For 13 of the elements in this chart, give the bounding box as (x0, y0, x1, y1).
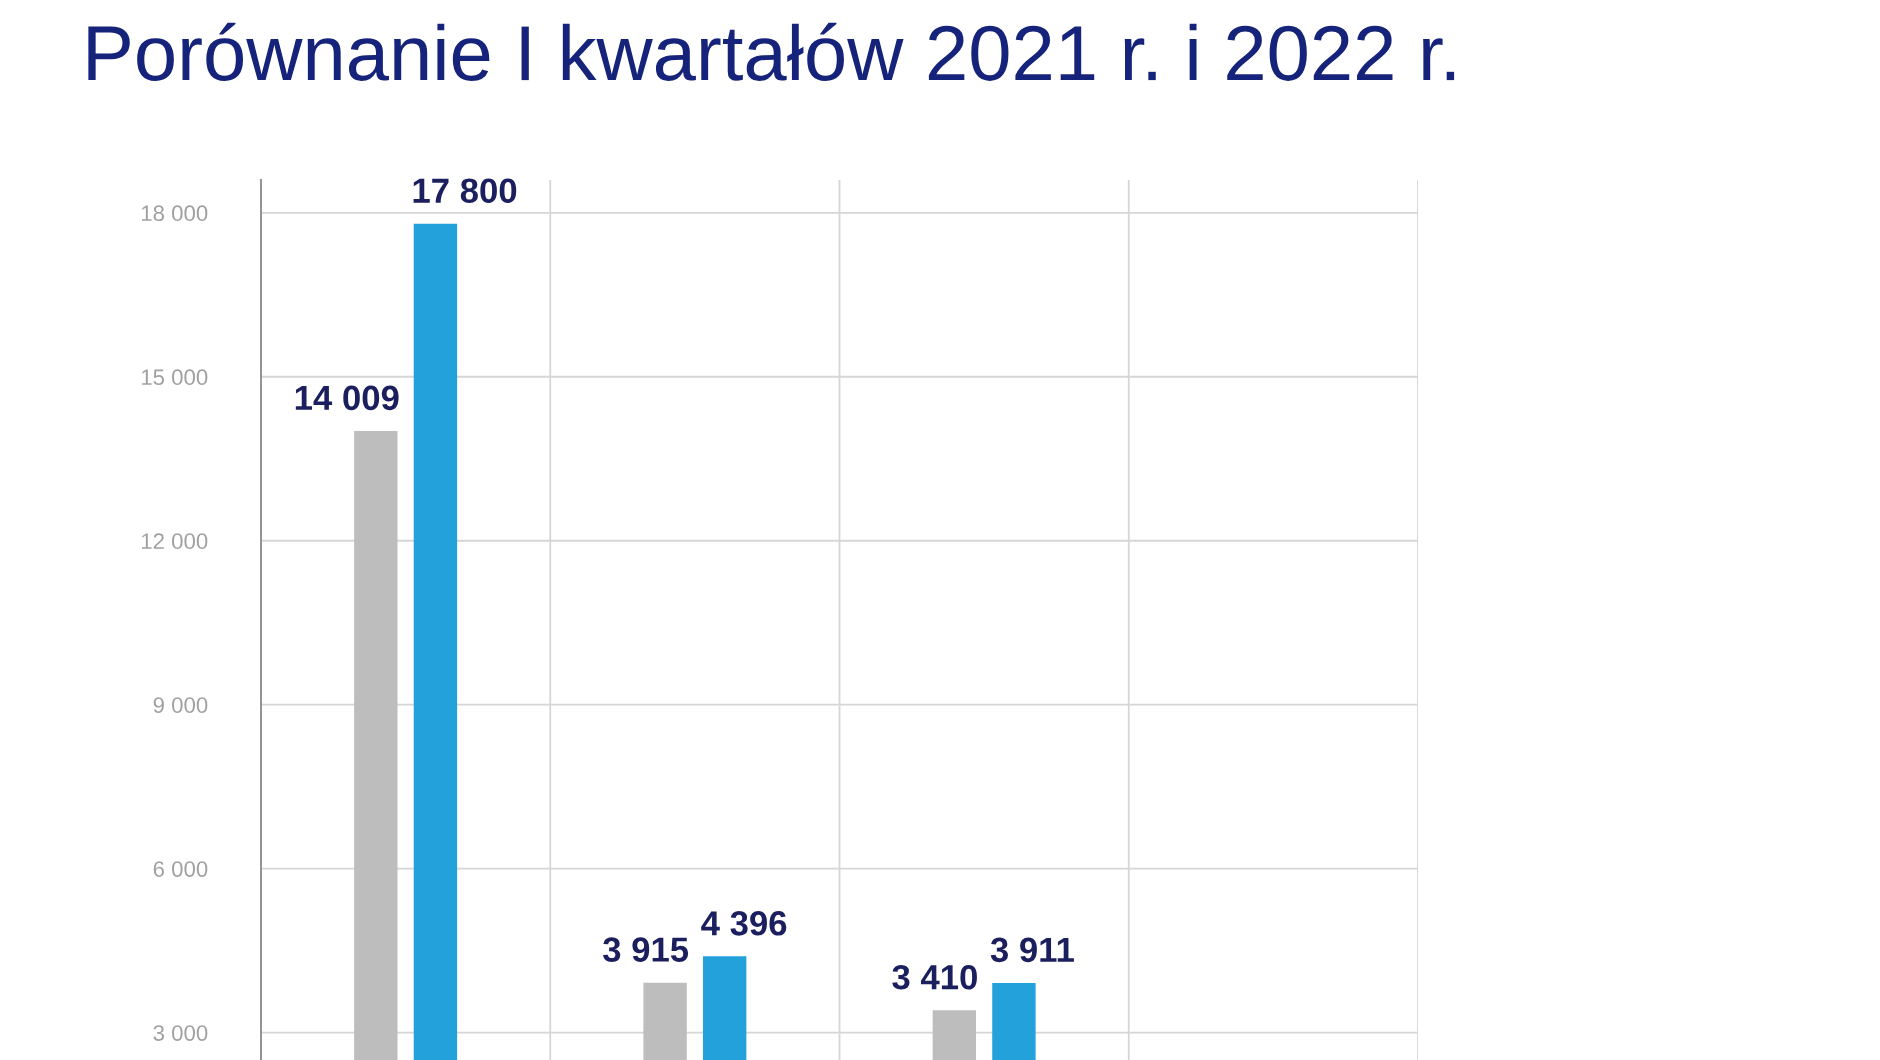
data-label: 3 911 (990, 937, 1074, 963)
y-tick-label: 6 000 (153, 861, 208, 877)
data-label: 3 410 (892, 964, 977, 990)
chart-title: Porównanie I kwartałów 2021 r. i 2022 r. (88, 22, 1455, 81)
y-tick-label: 12 000 (141, 533, 208, 550)
data-label: 14 009 (295, 385, 399, 411)
y-tick-label: 15 000 (141, 369, 208, 386)
y-tick-label: 9 000 (153, 697, 208, 713)
data-label: 4 396 (701, 911, 787, 936)
y-tick-label: 18 000 (141, 205, 208, 222)
data-label: 3 915 (603, 937, 689, 962)
data-label: 17 800 (413, 178, 517, 203)
y-tick-label: 3 000 (153, 1025, 208, 1041)
